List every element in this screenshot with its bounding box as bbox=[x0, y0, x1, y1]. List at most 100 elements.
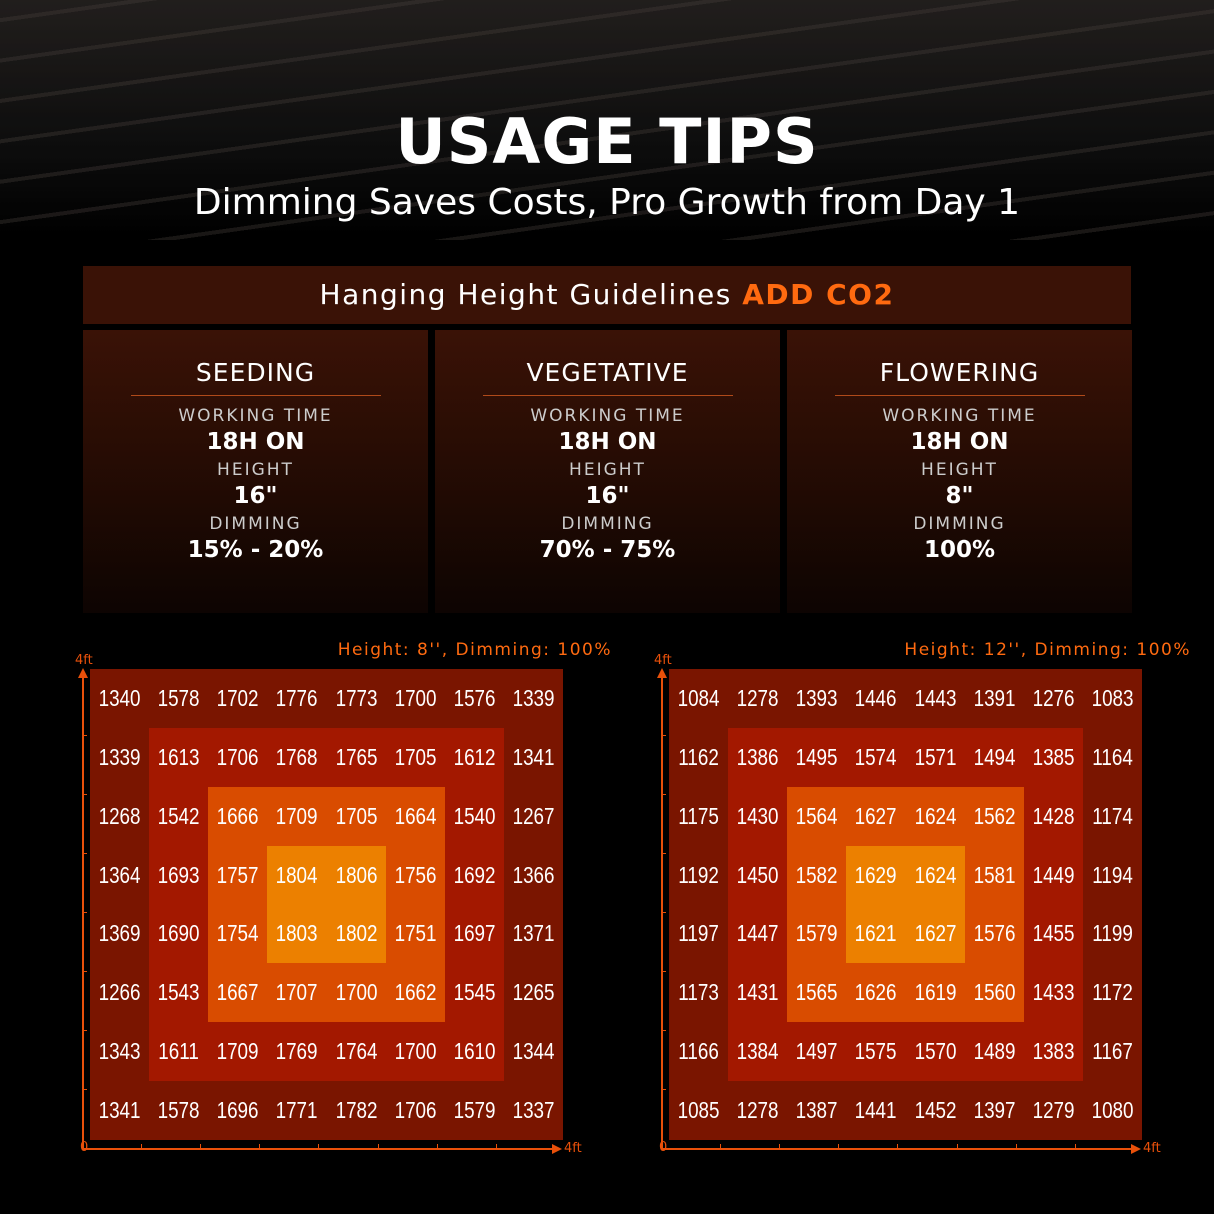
ppfd-cell: 1175 bbox=[678, 802, 719, 829]
ppfd-cell: 1449 bbox=[1032, 861, 1075, 888]
ppfd-cell: 1578 bbox=[157, 1097, 200, 1124]
ppfd-cell: 1709 bbox=[275, 802, 318, 829]
ppfd-cell: 1624 bbox=[914, 861, 957, 888]
ppfd-cell: 1771 bbox=[275, 1097, 318, 1124]
ppfd-cell: 1397 bbox=[973, 1097, 1016, 1124]
x-tick bbox=[1074, 1144, 1076, 1149]
ppfd-cell: 1339 bbox=[98, 743, 141, 770]
x-axis bbox=[82, 1148, 554, 1150]
ppfd-cell: 1576 bbox=[453, 684, 496, 711]
ppfd-cell: 1083 bbox=[1091, 684, 1134, 711]
ppfd-cell: 1343 bbox=[98, 1038, 141, 1065]
stage-card-flowering: FLOWERING WORKING TIME 18H ON HEIGHT 8" … bbox=[787, 330, 1132, 613]
ppfd-cell: 1446 bbox=[854, 684, 897, 711]
ppfd-cell: 1571 bbox=[914, 743, 957, 770]
ppfd-cell: 1443 bbox=[914, 684, 957, 711]
ppfd-cell: 1629 bbox=[854, 861, 897, 888]
ppfd-cell: 1707 bbox=[275, 979, 318, 1006]
y-tick bbox=[82, 853, 87, 854]
stage-name: FLOWERING bbox=[879, 358, 1040, 387]
ppfd-cell: 1265 bbox=[512, 979, 555, 1006]
y-tick bbox=[82, 735, 87, 736]
ppfd-cell: 1611 bbox=[158, 1038, 199, 1065]
ppfd-cell: 1164 bbox=[1092, 743, 1133, 770]
ppfd-cell: 1776 bbox=[275, 684, 318, 711]
ppfd-cell: 1279 bbox=[1032, 1097, 1075, 1124]
ppfd-cell: 1162 bbox=[678, 743, 719, 770]
ppfd-cell: 1756 bbox=[394, 861, 437, 888]
x-tick bbox=[897, 1144, 899, 1149]
ppfd-cell: 1344 bbox=[512, 1038, 555, 1065]
ppfd-cell: 1542 bbox=[157, 802, 200, 829]
dimming-value: 15% - 20% bbox=[187, 537, 324, 563]
ppfd-cell: 1621 bbox=[854, 920, 897, 947]
ppfd-cell: 1431 bbox=[736, 979, 779, 1006]
x-tick bbox=[838, 1144, 840, 1149]
ppfd-cell: 1543 bbox=[157, 979, 200, 1006]
time-value: 18H ON bbox=[558, 429, 657, 455]
ppfd-cell: 1664 bbox=[394, 802, 437, 829]
time-label: WORKING TIME bbox=[882, 406, 1037, 426]
x-tick bbox=[141, 1144, 143, 1149]
ppfd-cell: 1369 bbox=[98, 920, 141, 947]
y-axis-arrow-icon bbox=[78, 668, 88, 678]
ppfd-cell: 1540 bbox=[453, 802, 496, 829]
ppfd-cell: 1700 bbox=[394, 1038, 437, 1065]
ppfd-cell: 1706 bbox=[394, 1097, 437, 1124]
x-tick bbox=[200, 1144, 202, 1149]
y-tick bbox=[82, 971, 87, 972]
ppfd-cell: 1769 bbox=[275, 1038, 318, 1065]
ppfd-cell: 1497 bbox=[795, 1038, 838, 1065]
x-tick bbox=[377, 1144, 379, 1149]
ppfd-cell: 1751 bbox=[394, 920, 437, 947]
ppfd-cell: 1706 bbox=[216, 743, 259, 770]
ppfd-cell: 1702 bbox=[216, 684, 259, 711]
ppfd-cell: 1610 bbox=[453, 1038, 496, 1065]
x-tick bbox=[720, 1144, 722, 1149]
x-tick bbox=[318, 1144, 320, 1149]
ppfd-cell: 1194 bbox=[1092, 861, 1133, 888]
ppfd-cell: 1174 bbox=[1092, 802, 1133, 829]
x-axis-end-label: 4ft bbox=[1143, 1141, 1161, 1156]
ppfd-cell: 1565 bbox=[795, 979, 838, 1006]
ppfd-cell: 1278 bbox=[736, 1097, 779, 1124]
ppfd-cell: 1773 bbox=[335, 684, 378, 711]
ppfd-cell: 1084 bbox=[677, 684, 720, 711]
ppfd-cell: 1582 bbox=[795, 861, 838, 888]
ppfd-cell: 1452 bbox=[914, 1097, 957, 1124]
ppfd-cell: 1575 bbox=[854, 1038, 897, 1065]
divider bbox=[834, 395, 1085, 396]
y-axis-end-label: 4ft bbox=[75, 653, 93, 668]
x-tick bbox=[259, 1144, 261, 1149]
ppfd-cell: 1581 bbox=[973, 861, 1016, 888]
ppfd-cell: 1192 bbox=[678, 861, 719, 888]
ppfd-cell: 1564 bbox=[795, 802, 838, 829]
y-tick bbox=[661, 971, 666, 972]
x-tick bbox=[1015, 1144, 1017, 1149]
ppfd-cell: 1341 bbox=[98, 1097, 141, 1124]
ppfd-cell: 1764 bbox=[335, 1038, 378, 1065]
stage-card-vegetative: VEGETATIVE WORKING TIME 18H ON HEIGHT 16… bbox=[435, 330, 780, 613]
guidelines-title: Hanging Height Guidelines bbox=[319, 278, 732, 311]
y-tick bbox=[82, 912, 87, 913]
ppfd-cell: 1613 bbox=[157, 743, 200, 770]
ppfd-cell: 1700 bbox=[335, 979, 378, 1006]
x-axis-end-label: 4ft bbox=[564, 1141, 582, 1156]
ppfd-cell: 1085 bbox=[677, 1097, 720, 1124]
x-axis-arrow-icon bbox=[1131, 1144, 1141, 1154]
ppfd-cell: 1391 bbox=[973, 684, 1016, 711]
ppfd-cell: 1667 bbox=[216, 979, 259, 1006]
ppfd-cell: 1266 bbox=[98, 979, 141, 1006]
ppfd-cell: 1199 bbox=[1092, 920, 1133, 947]
ppfd-cell: 1172 bbox=[1092, 979, 1133, 1006]
ppfd-cell: 1080 bbox=[1091, 1097, 1134, 1124]
map-caption: Height: 8'', Dimming: 100% bbox=[337, 640, 612, 660]
y-tick bbox=[661, 1030, 666, 1031]
light-bars-background bbox=[0, 0, 1214, 240]
ppfd-cell: 1579 bbox=[795, 920, 838, 947]
y-tick bbox=[661, 735, 666, 736]
page-subtitle: Dimming Saves Costs, Pro Growth from Day… bbox=[193, 182, 1021, 223]
ppfd-cell: 1560 bbox=[973, 979, 1016, 1006]
ppfd-cell: 1268 bbox=[98, 802, 141, 829]
ppfd-cell: 1754 bbox=[216, 920, 259, 947]
